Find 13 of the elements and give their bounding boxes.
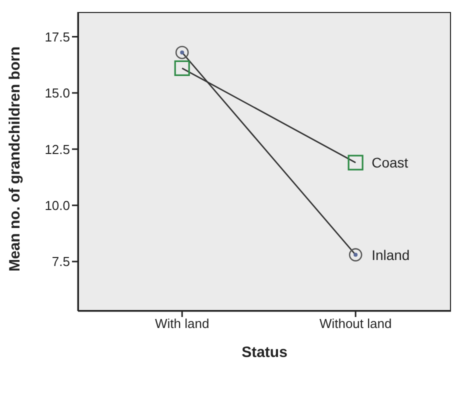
y-tick-label: 7.5 [52,254,70,270]
point [348,154,364,170]
x-axis-title: Status [242,344,288,361]
series-label: Coast [372,154,408,171]
y-axis-title: Mean no. of grandchildren born [6,46,24,272]
y-tick-label: 12.5 [44,142,70,157]
point [174,60,190,76]
x-tick-label: Without land [319,316,392,332]
x-tick-label: With land [154,316,210,332]
series-label: Inland [372,246,410,263]
y-tick-label: 15.0 [44,86,70,101]
y-tick-label: 10.0 [44,198,70,213]
y-tick-label: 17.5 [44,29,70,44]
